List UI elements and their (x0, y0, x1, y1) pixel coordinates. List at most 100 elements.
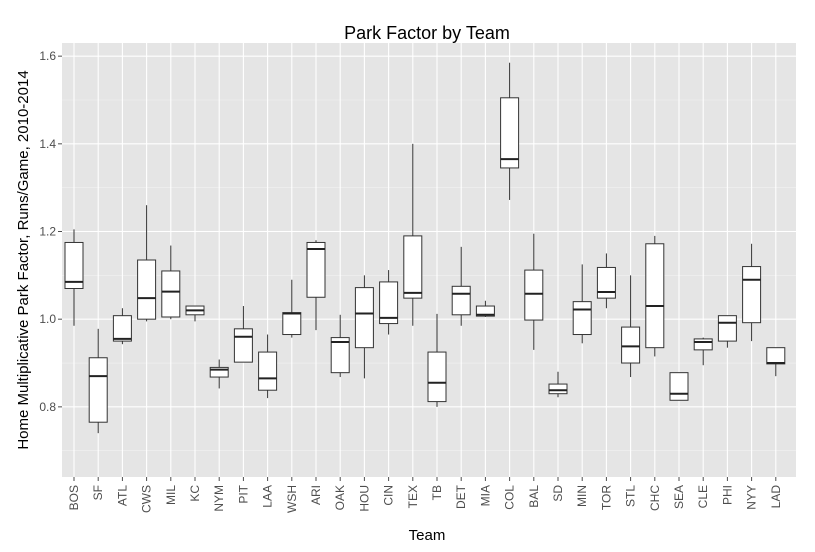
x-tick-label-phi: PHI (720, 485, 734, 505)
x-tick-label-hou: HOU (357, 485, 371, 512)
x-tick-label-pit: PIT (236, 484, 250, 503)
x-tick-label-cin: CIN (382, 485, 396, 506)
plot-panel (62, 43, 796, 477)
iqr-box (717, 315, 737, 342)
iqr-box (88, 357, 108, 423)
box-tor (596, 253, 616, 309)
box-min (572, 264, 592, 344)
box-det (451, 246, 471, 326)
y-tick-label: 1.2 (39, 225, 56, 239)
x-tick-label-mia: MIA (478, 485, 492, 506)
box-wsh (282, 279, 302, 338)
x-axis-ticks: BOS SF ATL CWS MIL KC NYM PIT LAA WSH ARI OAK HOU CIN… (67, 477, 783, 513)
x-tick-label-det: DET (454, 484, 468, 509)
iqr-box (451, 285, 471, 316)
box-lad (766, 347, 786, 377)
iqr-box (403, 235, 423, 299)
iqr-box (137, 259, 157, 320)
box-mil (161, 245, 181, 320)
iqr-box (282, 312, 302, 336)
box-hou (354, 275, 374, 379)
box-ari (306, 240, 326, 331)
x-axis-title: Team (409, 527, 446, 544)
iqr-box (354, 287, 374, 349)
y-tick-label: 1.4 (39, 137, 56, 151)
x-tick-label-cle: CLE (696, 485, 710, 508)
iqr-box (379, 281, 399, 325)
box-col (500, 62, 520, 200)
iqr-box (233, 328, 253, 363)
box-stl (621, 275, 641, 378)
box-cin (379, 270, 399, 335)
boxes (64, 62, 786, 434)
iqr-box (693, 338, 713, 351)
x-tick-label-chc: CHC (648, 485, 662, 511)
iqr-box (306, 241, 326, 298)
box-cws (137, 205, 157, 322)
x-tick-label-sf: SF (91, 485, 105, 500)
iqr-box (669, 372, 689, 401)
iqr-box (645, 243, 665, 349)
y-axis-ticks: 0.8 1.0 1.2 1.4 1.6 (39, 49, 62, 414)
x-tick-label-nym: NYM (212, 485, 226, 512)
iqr-box (330, 337, 350, 374)
box-tb (427, 313, 447, 407)
box-kc (185, 305, 205, 322)
x-tick-label-ari: ARI (309, 485, 323, 505)
iqr-box (258, 351, 278, 391)
box-nym (209, 359, 229, 389)
box-bos (64, 229, 84, 326)
x-tick-label-sea: SEA (672, 485, 686, 509)
iqr-box (475, 305, 495, 317)
x-tick-label-min: MIN (575, 485, 589, 507)
box-sd (548, 371, 568, 398)
box-bal (524, 233, 544, 350)
iqr-box (209, 366, 229, 378)
y-tick-label: 1.0 (39, 312, 56, 326)
box-oak (330, 314, 350, 378)
x-tick-label-sd: SD (551, 485, 565, 502)
iqr-box (524, 269, 544, 321)
iqr-box (112, 315, 132, 342)
box-chc (645, 235, 665, 357)
iqr-box (548, 383, 568, 395)
box-mia (475, 300, 495, 317)
iqr-box (64, 241, 84, 289)
x-tick-label-bos: BOS (67, 485, 81, 510)
x-tick-label-tor: TOR (599, 485, 613, 510)
x-tick-label-atl: ATL (115, 485, 129, 506)
iqr-box (500, 97, 520, 169)
chart-title: Park Factor by Team (344, 23, 510, 43)
x-tick-label-laa: LAA (261, 485, 275, 508)
y-axis-title: Home Multiplicative Park Factor, Runs/Ga… (15, 70, 32, 449)
iqr-box (766, 347, 786, 365)
x-tick-label-mil: MIL (164, 485, 178, 505)
box-sea (669, 372, 689, 401)
x-tick-label-tb: TB (430, 485, 444, 500)
box-tex (403, 143, 423, 326)
y-tick-label: 1.6 (39, 49, 56, 63)
box-nyy (742, 243, 762, 342)
box-cle (693, 337, 713, 366)
iqr-box (742, 266, 762, 324)
x-tick-label-wsh: WSH (285, 485, 299, 513)
iqr-box (161, 270, 181, 318)
x-tick-label-col: COL (503, 485, 517, 510)
y-tick-label: 0.8 (39, 400, 56, 414)
box-sf (88, 328, 108, 434)
box-laa (258, 334, 278, 399)
iqr-box (427, 351, 447, 403)
box-atl (112, 308, 132, 345)
x-tick-label-nyy: NYY (745, 485, 759, 510)
x-tick-label-lad: LAD (769, 485, 783, 509)
x-tick-label-kc: KC (188, 485, 202, 502)
x-tick-label-stl: STL (624, 485, 638, 507)
box-pit (233, 306, 253, 363)
x-tick-label-bal: BAL (527, 485, 541, 508)
x-tick-label-tex: TEX (406, 485, 420, 508)
box-phi (717, 315, 737, 348)
x-tick-label-oak: OAK (333, 485, 347, 510)
iqr-box (621, 326, 641, 364)
x-tick-label-cws: CWS (140, 485, 154, 513)
